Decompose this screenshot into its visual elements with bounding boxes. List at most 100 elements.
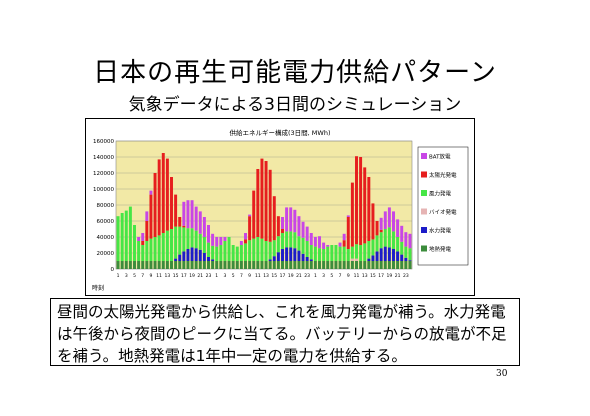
y-tick-label: 120000 [93, 171, 114, 177]
bar-segment [219, 261, 223, 269]
bar-segment [178, 226, 182, 255]
legend-label: 地熱発電 [429, 245, 452, 253]
bar-segment [305, 257, 309, 261]
legend-label: 風力発電 [429, 190, 452, 198]
bar-segment [256, 237, 260, 261]
bar-segment [359, 157, 363, 245]
bar-segment [318, 261, 321, 269]
bar-segment [116, 216, 120, 261]
bar-segment [371, 261, 375, 269]
bar-segment [276, 216, 280, 237]
bar-segment [239, 241, 243, 245]
bar-segment [392, 211, 395, 232]
bar-segment [174, 194, 178, 227]
bar-segment [133, 225, 136, 261]
bar-segment [207, 261, 210, 269]
y-tick-label: 60000 [97, 219, 115, 225]
bar-segment [186, 228, 190, 249]
bar-segment [408, 260, 412, 261]
bar-segment [145, 221, 149, 241]
x-tick-label: 11 [156, 273, 162, 279]
bar-segment [322, 261, 326, 269]
caption-note: 昼間の太陽光発電から供給し、これを風力発電が補う。水力発電は午後から夜間のピーク… [50, 298, 520, 366]
bar-segment [350, 182, 354, 247]
bar-segment [293, 248, 297, 261]
bar-segment [149, 194, 153, 239]
bar-segment [309, 261, 313, 269]
bar-segment [313, 261, 317, 269]
bar-segment [387, 247, 391, 261]
bar-segment [387, 207, 391, 228]
bar-segment [161, 153, 165, 233]
bar-segment [281, 249, 284, 261]
bar-segment [128, 206, 132, 261]
legend-swatch [421, 190, 427, 196]
bar-segment [289, 247, 293, 261]
bar-segment [322, 242, 326, 249]
bar-segment [182, 251, 186, 261]
bar-segment [379, 232, 383, 249]
bar-segment [227, 261, 231, 269]
bar-segment [174, 261, 178, 269]
bar-segment [198, 233, 202, 250]
x-tick-label: 7 [141, 273, 144, 279]
bar-segment [293, 261, 297, 269]
x-tick-label: 7 [339, 273, 342, 279]
bar-segment [400, 241, 404, 255]
legend-label: BAT放電 [429, 153, 451, 161]
x-tick-label: 3 [224, 273, 227, 279]
bar-segment [153, 173, 157, 237]
bar-segment [367, 261, 371, 269]
bar-segment [252, 261, 256, 269]
bar-segment [289, 261, 293, 269]
bar-segment [231, 245, 235, 261]
x-tick-label: 15 [173, 273, 179, 279]
bar-segment [178, 261, 182, 269]
x-tick-label: 3 [125, 273, 128, 279]
bar-segment [297, 236, 301, 251]
bar-segment [268, 261, 272, 269]
x-tick-label: 19 [189, 273, 195, 279]
bar-segment [211, 261, 215, 269]
bar-segment [326, 246, 330, 261]
y-tick-label: 40000 [97, 235, 115, 241]
legend-swatch [421, 227, 427, 233]
y-tick-label: 0 [111, 267, 115, 273]
bar-segment [198, 261, 202, 269]
x-tick-label: 21 [296, 273, 302, 279]
bar-segment [202, 253, 206, 261]
bar-segment [248, 216, 252, 241]
bar-segment [350, 246, 354, 259]
bar-segment [350, 261, 354, 269]
x-tick-label: 5 [133, 273, 136, 279]
bar-segment [215, 246, 219, 261]
y-tick-label: 80000 [97, 203, 115, 209]
bar-segment [141, 245, 145, 261]
y-tick-label: 140000 [93, 155, 114, 161]
bar-segment [408, 248, 412, 261]
bar-segment [301, 221, 305, 238]
bar-segment [211, 233, 215, 246]
bar-segment [396, 251, 400, 261]
bar-segment [219, 245, 223, 261]
legend-swatch [421, 153, 427, 159]
bar-segment [346, 215, 350, 217]
x-tick-label: 19 [387, 273, 393, 279]
y-tick-label: 160000 [93, 139, 114, 145]
bar-segment [145, 211, 149, 221]
bar-segment [137, 237, 141, 241]
bar-segment [145, 241, 149, 261]
x-tick-label: 3 [322, 273, 325, 279]
bar-segment [404, 232, 408, 247]
bar-segment [202, 217, 206, 237]
bar-segment [165, 158, 169, 231]
bar-segment [235, 261, 239, 269]
bar-segment [145, 261, 149, 269]
bar-segment [392, 231, 395, 249]
bar-segment [276, 252, 280, 261]
bar-segment [367, 241, 371, 259]
bar-segment [215, 237, 219, 247]
bar-segment [375, 235, 379, 252]
x-tick-label: 15 [370, 273, 376, 279]
page-number: 30 [496, 369, 508, 379]
